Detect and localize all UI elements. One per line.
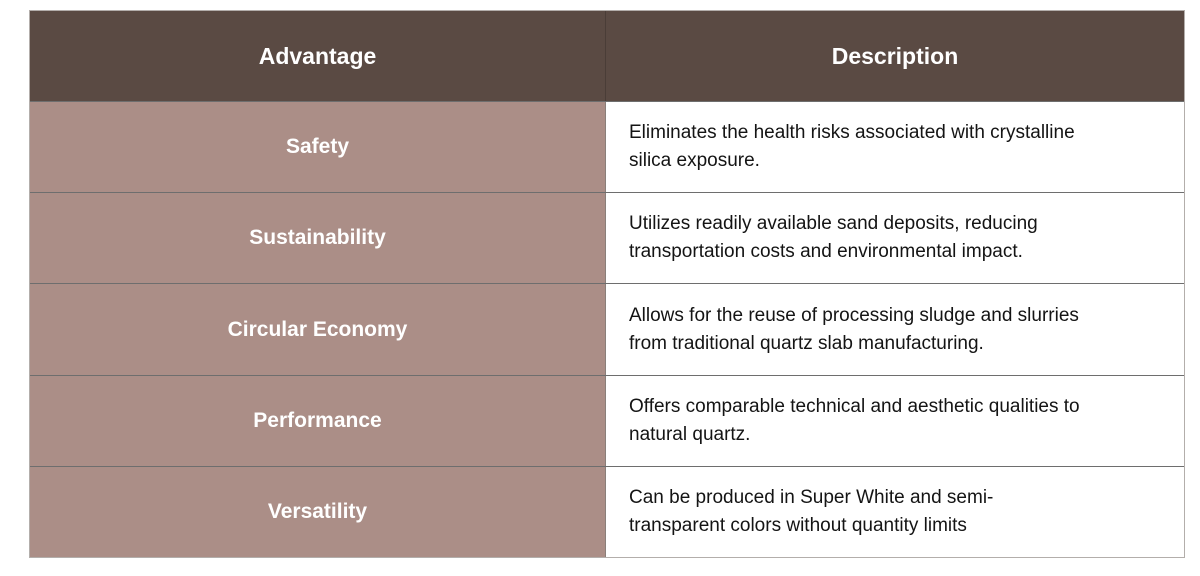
description-cell: Can be produced in Super White and semi-…: [606, 466, 1184, 558]
description-cell: Allows for the reuse of processing sludg…: [606, 284, 1184, 375]
advantages-table: Advantage Description Safety Eliminates …: [29, 10, 1185, 558]
description-cell: Offers comparable technical and aestheti…: [606, 375, 1184, 466]
description-text: Can be produced in Super White and semi-…: [629, 486, 994, 536]
description-text: Utilizes readily available sand deposits…: [629, 213, 1038, 263]
table-row: Safety Eliminates the health risks assoc…: [30, 101, 1184, 193]
advantage-cell: Performance: [30, 375, 606, 466]
table-row: Versatility Can be produced in Super Whi…: [30, 465, 1184, 558]
table-header-row: Advantage Description: [30, 11, 1184, 101]
table-row: Sustainability Utilizes readily availabl…: [30, 192, 1184, 284]
advantage-cell: Circular Economy: [30, 284, 606, 375]
column-header-advantage: Advantage: [30, 11, 606, 101]
description-cell: Utilizes readily available sand deposits…: [606, 193, 1184, 284]
column-header-description: Description: [606, 11, 1184, 101]
description-text: Eliminates the health risks associated w…: [629, 122, 1075, 172]
description-cell: Eliminates the health risks associated w…: [606, 102, 1184, 193]
advantage-cell: Versatility: [30, 466, 606, 558]
advantage-cell: Sustainability: [30, 193, 606, 284]
advantage-cell: Safety: [30, 102, 606, 193]
description-text: Offers comparable technical and aestheti…: [629, 395, 1080, 445]
table-row: Performance Offers comparable technical …: [30, 374, 1184, 466]
table-row: Circular Economy Allows for the reuse of…: [30, 283, 1184, 375]
description-text: Allows for the reuse of processing sludg…: [629, 304, 1079, 354]
